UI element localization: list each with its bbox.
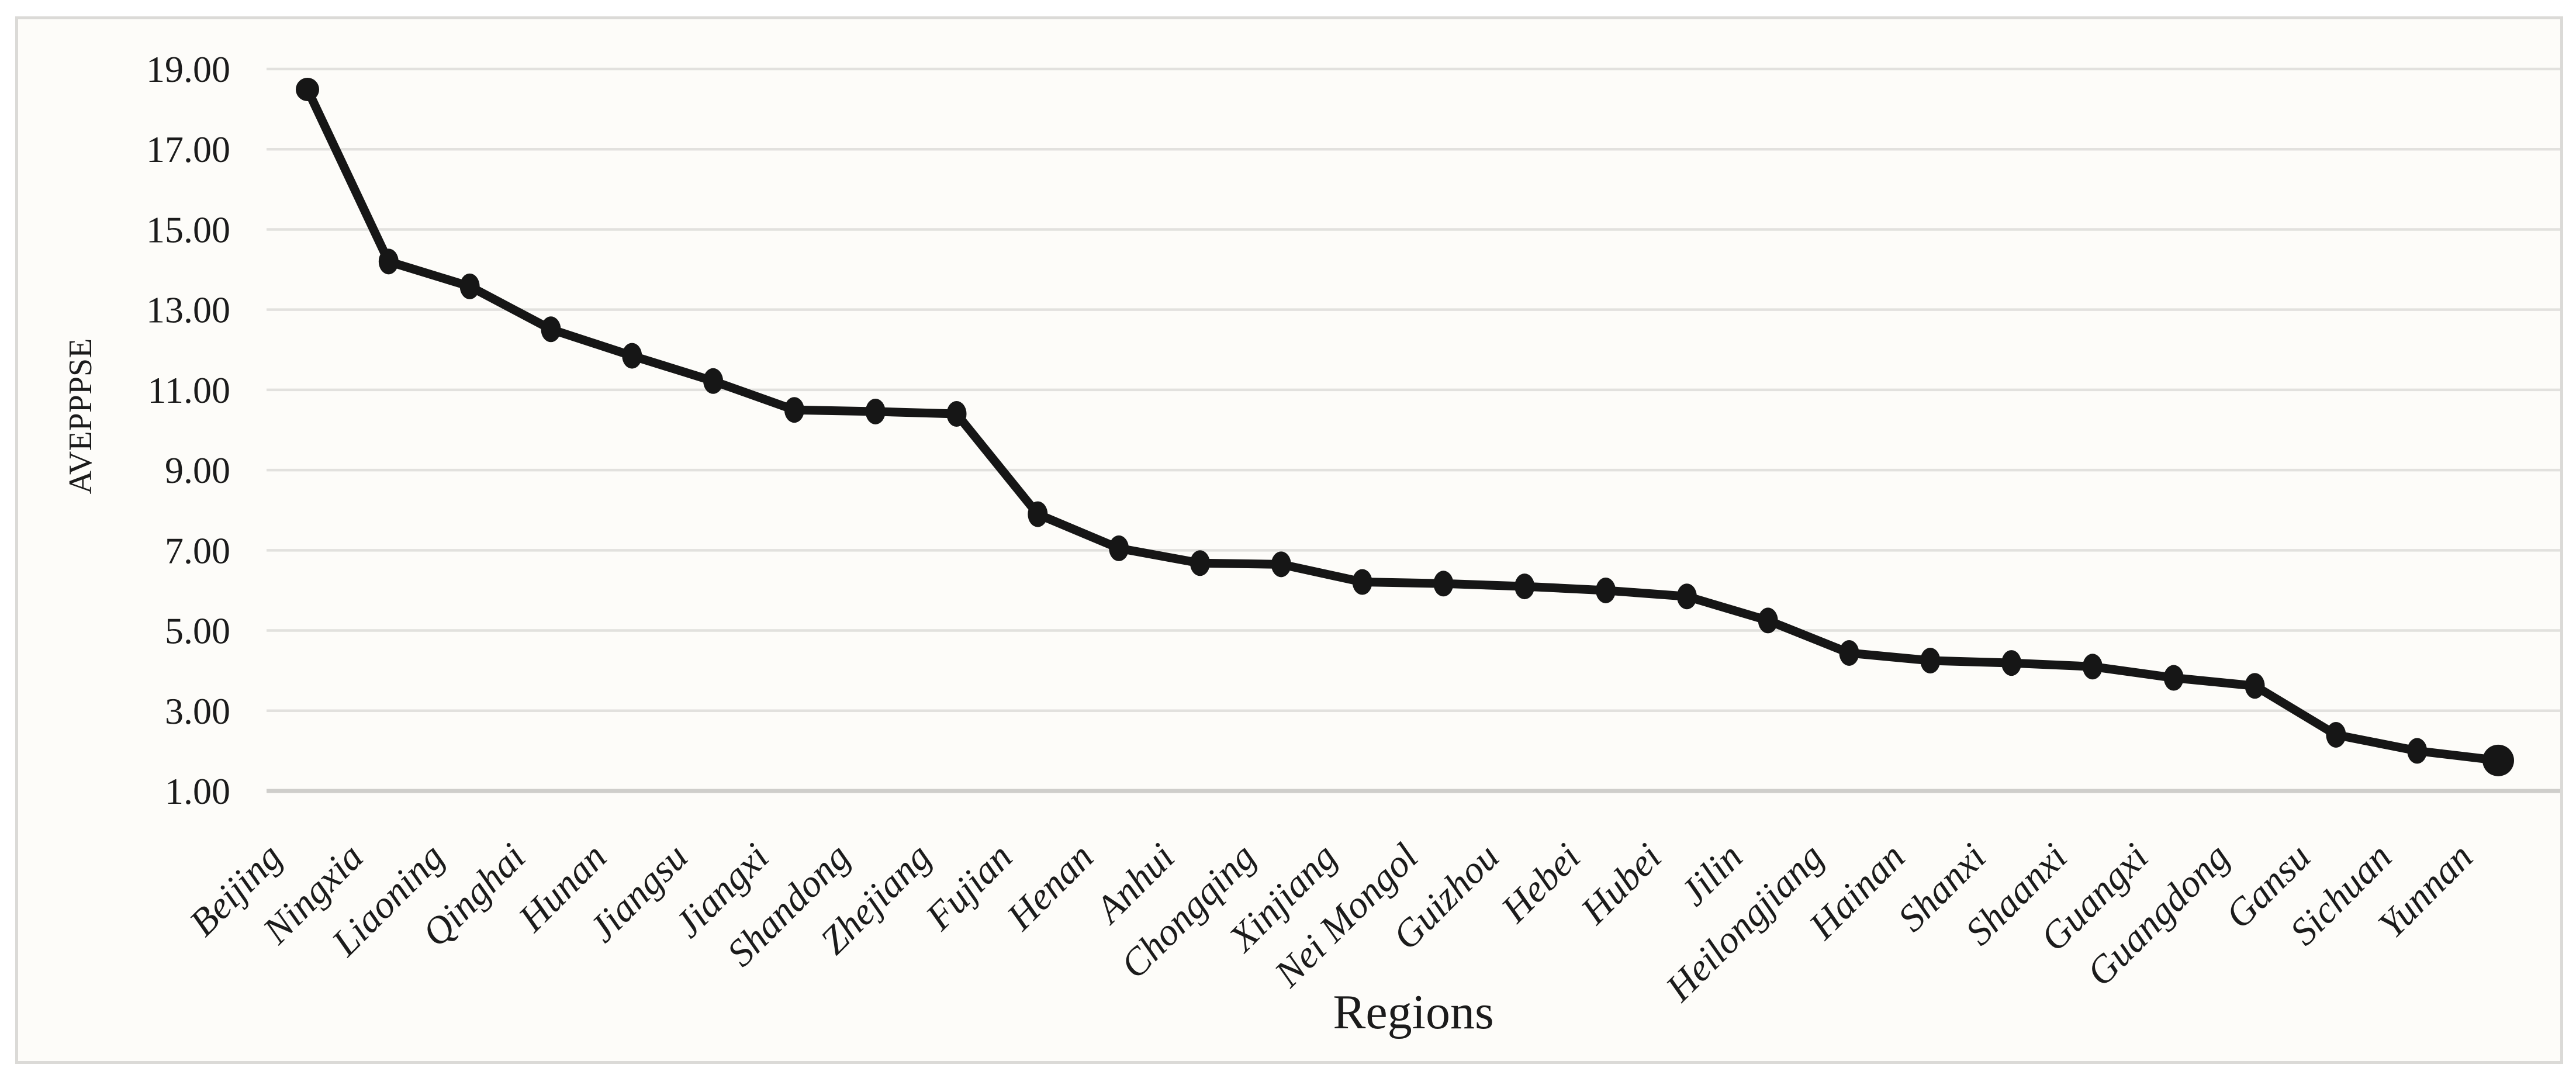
data-point-gansu bbox=[2326, 721, 2346, 748]
data-point-jiangxi bbox=[784, 397, 804, 423]
data-point-nei-mongol bbox=[1433, 571, 1454, 597]
y-tick-label: 17.00 bbox=[146, 129, 230, 170]
data-point-shandong bbox=[865, 398, 886, 424]
data-point-hainan bbox=[1920, 648, 1941, 674]
data-point-hubei bbox=[1676, 583, 1697, 610]
data-point-yunnan bbox=[2482, 744, 2514, 776]
figure-border-frame bbox=[15, 16, 2563, 1064]
data-point-henan bbox=[1109, 535, 1129, 561]
x-category-label: Yunnan bbox=[2370, 835, 2481, 946]
y-tick-label: 3.00 bbox=[165, 690, 230, 732]
y-tick-label: 15.00 bbox=[146, 209, 230, 250]
y-tick-label: 9.00 bbox=[165, 450, 230, 491]
y-tick-label: 11.00 bbox=[147, 369, 230, 411]
data-point-liaoning bbox=[459, 273, 480, 299]
data-point-shaanxi bbox=[2082, 654, 2103, 680]
x-category-label: Henan bbox=[998, 835, 1102, 939]
data-point-ningxia bbox=[378, 248, 399, 275]
y-axis-title: AVEPPPSE bbox=[63, 338, 99, 495]
y-tick-label: 13.00 bbox=[146, 289, 230, 331]
data-point-guangxi bbox=[2163, 665, 2184, 691]
y-tick-label: 7.00 bbox=[165, 530, 230, 571]
data-point-zhejiang bbox=[946, 401, 967, 427]
data-point-jiangsu bbox=[703, 368, 724, 394]
data-point-guangdong bbox=[2245, 673, 2265, 699]
data-point-sichuan bbox=[2407, 738, 2428, 764]
data-point-guizhou bbox=[1515, 573, 1535, 600]
data-point-qinghai bbox=[541, 316, 561, 343]
data-point-heilongjiang bbox=[1839, 640, 1859, 666]
data-point-beijing bbox=[296, 77, 319, 101]
data-point-fujian bbox=[1028, 501, 1048, 527]
data-point-anhui bbox=[1190, 550, 1210, 576]
y-tick-label: 5.00 bbox=[165, 610, 230, 652]
data-point-xinjiang bbox=[1352, 569, 1372, 595]
data-point-chongqing bbox=[1271, 551, 1291, 578]
x-category-label: Fujian bbox=[917, 835, 1021, 939]
data-point-hebei bbox=[1596, 577, 1616, 603]
y-tick-label: 19.00 bbox=[146, 49, 230, 90]
x-category-label: Hebei bbox=[1493, 835, 1589, 931]
data-line bbox=[303, 85, 2503, 765]
x-axis-title: Regions bbox=[1333, 985, 1494, 1039]
x-category-label: Hubei bbox=[1572, 835, 1669, 932]
data-point-hunan bbox=[622, 343, 642, 369]
data-point-jilin bbox=[1758, 607, 1778, 634]
data-point-shanxi bbox=[2001, 650, 2022, 676]
y-tick-label: 1.00 bbox=[165, 770, 230, 812]
